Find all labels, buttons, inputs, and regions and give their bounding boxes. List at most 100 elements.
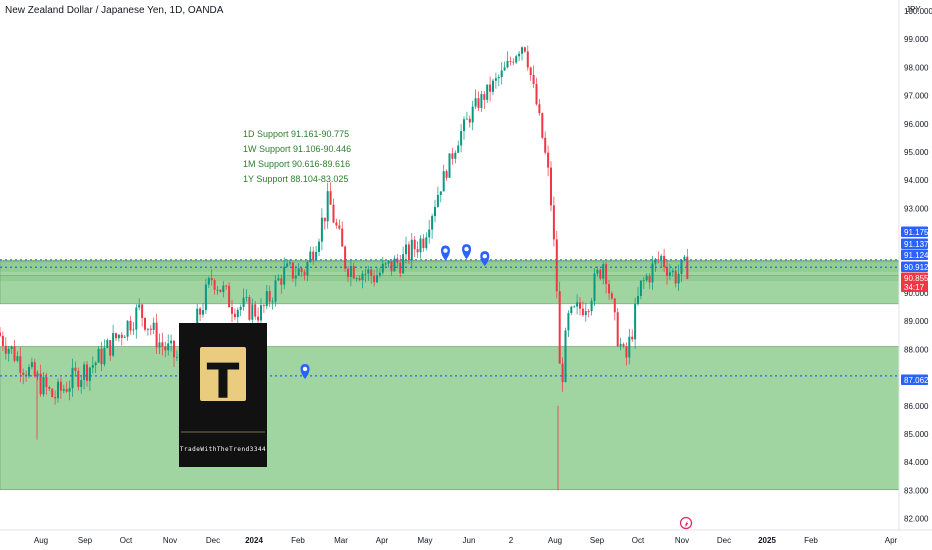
candle [312,246,315,265]
candle [347,266,349,282]
candle [419,235,422,259]
location-pin-icon[interactable] [300,363,310,379]
candle [451,147,454,165]
candle [68,380,71,401]
x-tick-label: Nov [163,536,177,545]
x-tick-label: Oct [632,536,645,545]
price-tag: 91.137 [901,238,929,249]
candle [445,169,448,181]
currency-label[interactable]: JPY [906,5,921,14]
candle [306,259,309,282]
location-pin-icon[interactable] [480,251,490,267]
svg-text:90.912: 90.912 [904,263,929,272]
candle [413,235,416,257]
candle [146,328,149,336]
candle [352,262,355,280]
candle [204,278,207,315]
price-axis[interactable]: 100.000 99.000 98.000 97.000 96.000 95.000 94.… [904,7,932,524]
candle [378,268,381,278]
candle [506,51,509,69]
candle [544,131,547,155]
candle [28,364,30,378]
candle [173,340,175,367]
candle [590,297,593,316]
candle [260,298,262,324]
candle [30,357,33,370]
candle [129,316,132,335]
x-tick-label: Apr [885,536,898,545]
support-zone-2 [0,275,900,305]
candlesticks [0,45,689,491]
candle [474,89,477,109]
candle [373,269,376,287]
candle [579,297,581,316]
candle [120,331,123,346]
candle [666,259,668,286]
candle [245,289,248,302]
candle [167,334,170,356]
price-tag: 90.855 [901,272,929,283]
candle [109,339,112,361]
candle [42,372,45,397]
candle [22,368,25,385]
candle [480,90,483,112]
x-tick-label: Sep [78,536,93,545]
candle [62,384,65,394]
candle [274,275,277,307]
y-tick-label: 100.000 [904,7,932,16]
y-tick-label: 83.000 [904,486,929,495]
candle [300,266,303,277]
candle [364,268,367,283]
x-tick-label: Aug [548,536,562,545]
candle [393,255,396,272]
candle [509,56,512,66]
candle [625,342,628,366]
x-tick-label: Mar [334,536,348,545]
candle [523,46,526,54]
y-tick-label: 96.000 [904,120,929,129]
price-tag: 87.062 [901,374,929,385]
candle [376,266,378,284]
candle [115,332,117,341]
y-tick-label: 94.000 [904,176,929,185]
x-tick-label: Dec [206,536,220,545]
candle [320,208,323,251]
candle [254,300,257,320]
candle [268,285,271,308]
candle [155,313,158,354]
candle [381,256,384,275]
candle [65,381,68,394]
location-pin-icon[interactable] [462,244,472,260]
candle [248,295,251,322]
candle [460,124,463,153]
candle [561,357,564,392]
x-tick-label: 2024 [245,536,263,545]
y-tick-label: 93.000 [904,204,929,213]
candle [410,232,413,269]
candle [57,378,59,403]
candle [265,285,268,310]
candle [294,265,297,287]
candle [686,248,689,280]
candle [564,327,567,383]
candle [97,346,100,363]
y-tick-label: 82.000 [904,515,929,524]
candle [503,61,506,71]
candle [59,377,62,399]
annotation-3: 1Y Support 88.104-83.025 [243,174,348,184]
price-tag: 90.912 [901,261,929,272]
candle [51,388,54,398]
candle [576,294,579,315]
support-zone-3 [0,346,900,490]
replay-icon[interactable] [679,516,693,530]
candle [277,274,280,282]
candle [602,261,605,285]
candle [425,232,428,251]
candle [344,245,347,272]
candle [349,260,352,287]
location-pin-icon[interactable] [440,245,450,261]
candle [355,276,358,282]
candle [631,329,634,343]
time-axis[interactable]: Aug Sep Oct Nov Dec 2024 Feb Mar Apr May Jun 2 Aug Se… [34,536,898,545]
